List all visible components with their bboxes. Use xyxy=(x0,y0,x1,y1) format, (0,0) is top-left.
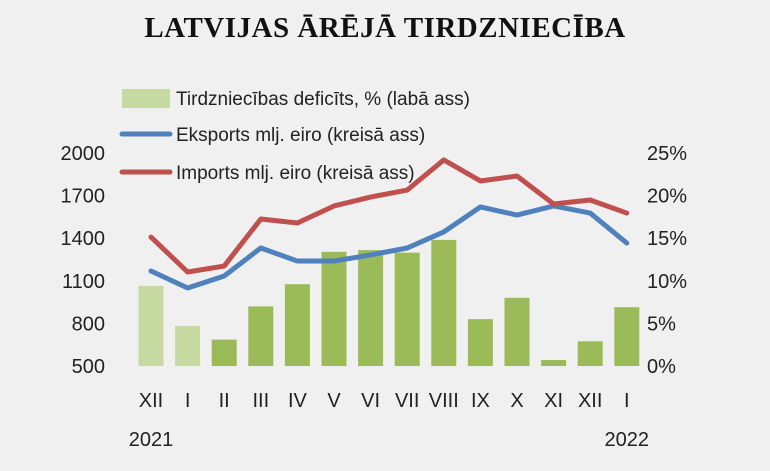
x-axis-tick-label: XII xyxy=(139,390,163,412)
right-axis-tick-label: 10% xyxy=(647,271,687,293)
year-label: 2021 xyxy=(129,429,174,451)
bar-deficit xyxy=(321,251,347,366)
x-axis-tick-label: XII xyxy=(578,390,602,412)
legend-swatch-deficit xyxy=(122,89,170,108)
x-axis-tick-label: IX xyxy=(471,390,490,412)
line-imports xyxy=(148,157,630,275)
left-axis-tick-label: 1700 xyxy=(61,186,106,208)
right-axis-tick-label: 0% xyxy=(647,356,676,378)
left-axis-tick-label: 1100 xyxy=(62,271,105,293)
x-axis-tick-label: I xyxy=(185,390,191,412)
bar-deficit xyxy=(541,360,567,366)
bar-deficit xyxy=(175,325,201,366)
bar-deficit xyxy=(394,252,420,366)
bar-deficit xyxy=(138,285,164,366)
x-axis-tick-label: X xyxy=(510,390,523,412)
x-axis-tick-label: XI xyxy=(544,390,563,412)
bar-deficit xyxy=(467,319,493,366)
x-axis-tick-label: III xyxy=(252,390,269,412)
x-axis-tick-label: VII xyxy=(395,390,419,412)
left-axis-tick-label: 500 xyxy=(72,356,105,378)
year-label: 2022 xyxy=(605,429,650,451)
x-axis-tick-label: VI xyxy=(361,390,380,412)
bar-deficit xyxy=(211,339,237,366)
left-axis-tick-label: 800 xyxy=(72,313,105,335)
legend-label: Imports mlj. eiro (kreisā ass) xyxy=(176,163,415,184)
right-axis-tick-label: 5% xyxy=(647,313,676,335)
x-axis-tick-label: IV xyxy=(288,390,308,412)
left-axis-tick-label: 1400 xyxy=(61,228,106,250)
bar-deficit xyxy=(614,307,640,366)
legend-label: Eksports mlj. eiro (kreisā ass) xyxy=(176,125,425,146)
bar-deficit xyxy=(504,297,530,366)
bar-deficit xyxy=(284,284,310,366)
right-axis-tick-label: 25% xyxy=(647,143,687,165)
right-axis-tick-label: 20% xyxy=(647,186,687,208)
legend-label: Tirdzniecības deficīts, % (labā ass) xyxy=(176,89,470,110)
left-axis-tick-label: 2000 xyxy=(61,143,106,165)
x-axis-tick-label: I xyxy=(624,390,630,412)
x-axis-tick-label: II xyxy=(219,390,230,412)
right-axis-tick-label: 15% xyxy=(647,228,687,250)
line-exports xyxy=(148,203,630,291)
x-axis-tick-label: V xyxy=(327,390,341,412)
bar-deficit xyxy=(248,306,274,366)
chart-title: LATVIJAS ĀRĒJĀ TIRDZNIECĪBA xyxy=(144,12,626,44)
bar-deficit xyxy=(577,341,603,366)
bar-deficit xyxy=(431,239,457,366)
bar-deficit xyxy=(358,250,384,366)
x-axis-tick-label: VIII xyxy=(429,390,459,412)
